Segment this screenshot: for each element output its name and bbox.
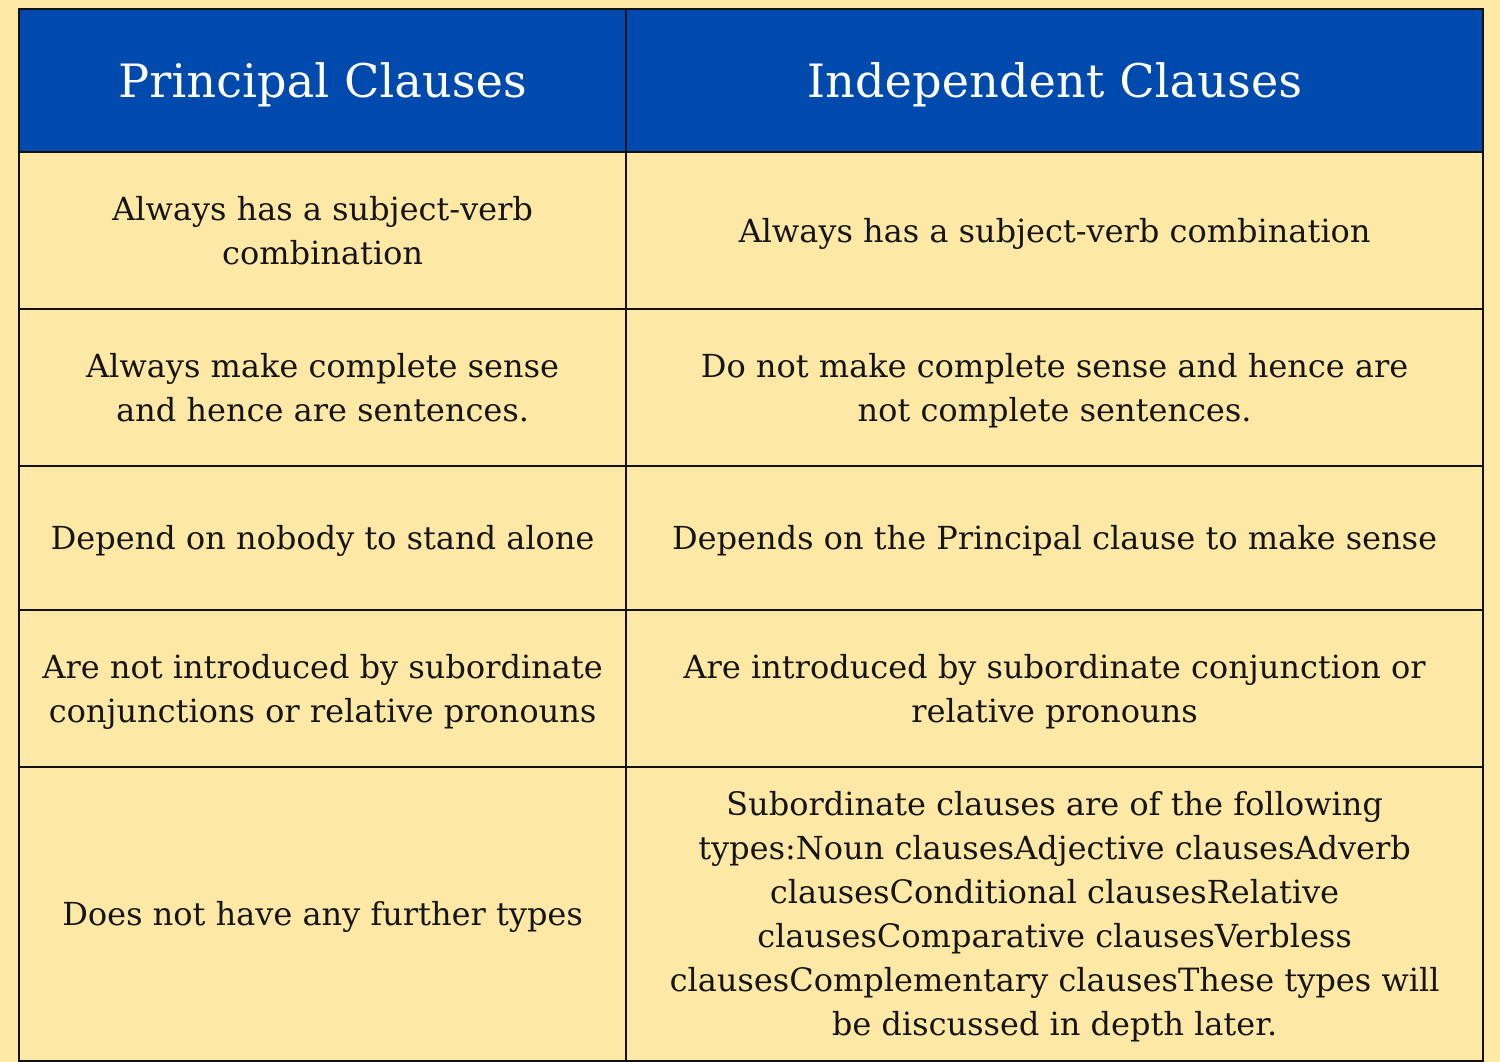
independent-cell: Are introduced by subordinate conjunctio… [625, 609, 1484, 768]
principal-cell: Always has a subject-verb combination [18, 151, 627, 310]
table-row: Does not have any further types Subordin… [18, 766, 1484, 1062]
independent-cell: Subordinate clauses are of the following… [625, 766, 1484, 1062]
principal-cell: Always make complete sense and hence are… [18, 308, 627, 467]
independent-cell: Depends on the Principal clause to make … [625, 465, 1484, 611]
principal-cell: Does not have any further types [18, 766, 627, 1062]
table-row: Are not introduced by subordinate conjun… [18, 609, 1484, 768]
table-header: Principal Clauses Independent Clauses [18, 8, 1484, 153]
table-row: Depend on nobody to stand alone Depends … [18, 465, 1484, 611]
principal-cell: Depend on nobody to stand alone [18, 465, 627, 611]
header-row: Principal Clauses Independent Clauses [18, 8, 1484, 153]
independent-cell: Always has a subject-verb combination [625, 151, 1484, 310]
comparison-table: Principal Clauses Independent Clauses Al… [18, 8, 1484, 1062]
principal-cell: Are not introduced by subordinate conjun… [18, 609, 627, 768]
header-principal-clauses: Principal Clauses [18, 8, 627, 153]
table-body: Always has a subject-verb combination Al… [18, 151, 1484, 1062]
independent-cell: Do not make complete sense and hence are… [625, 308, 1484, 467]
table-row: Always has a subject-verb combination Al… [18, 151, 1484, 310]
table-row: Always make complete sense and hence are… [18, 308, 1484, 467]
header-independent-clauses: Independent Clauses [625, 8, 1484, 153]
comparison-table-container: Principal Clauses Independent Clauses Al… [18, 8, 1484, 1062]
